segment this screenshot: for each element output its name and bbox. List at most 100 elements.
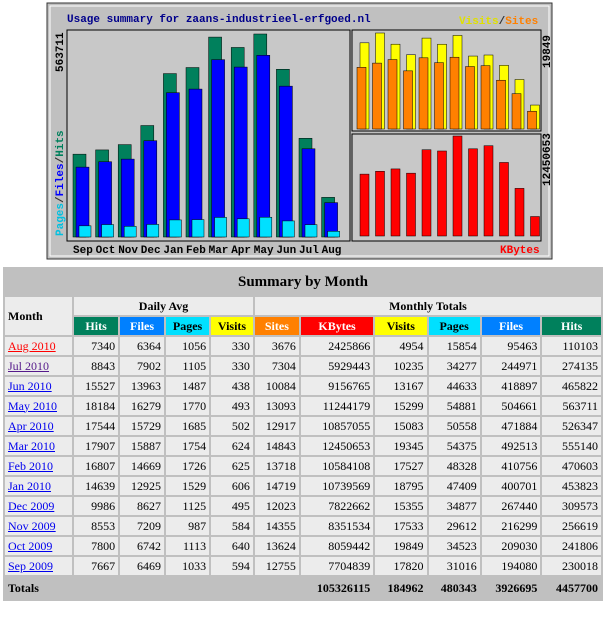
bar <box>483 145 494 237</box>
legend: KBytes <box>500 245 540 257</box>
cell: 10235 <box>375 357 427 375</box>
cell: 465822 <box>542 377 601 395</box>
cell: 555140 <box>542 437 601 455</box>
bar <box>188 88 203 238</box>
cell: 12917 <box>254 417 299 435</box>
column-header: Hits <box>542 317 601 335</box>
month-link[interactable]: Jan 2010 <box>8 478 51 493</box>
cell: 14669 <box>120 457 164 475</box>
cell: 594 <box>211 557 253 575</box>
row: Dec 2009 9986 8627 1125 495 12023 7822662 15355… <box>5 497 601 515</box>
month-link[interactable]: Oct 2009 <box>8 538 53 553</box>
legend: Visits/Sites <box>459 16 538 28</box>
header: Monthly Totals <box>254 297 601 315</box>
bar <box>496 79 506 130</box>
bar <box>418 57 429 130</box>
legend-text: Files <box>55 163 67 196</box>
cell: 17820 <box>375 557 427 575</box>
month-link[interactable]: Apr 2010 <box>8 418 54 433</box>
cell: 453823 <box>542 477 601 495</box>
cell: 6742 <box>120 537 164 555</box>
cell: 15299 <box>375 397 427 415</box>
cell: 267440 <box>481 497 541 515</box>
cell: 274135 <box>542 357 601 375</box>
cell: 1754 <box>166 437 210 455</box>
bar <box>301 148 316 238</box>
cell: 1033 <box>166 557 210 575</box>
cell: 400701 <box>481 477 541 495</box>
legend: 19849 <box>542 35 554 68</box>
month-link[interactable]: Nov 2009 <box>8 518 56 533</box>
bar <box>279 85 293 238</box>
cell: 244971 <box>481 357 541 375</box>
month-cell: Apr 2010 <box>5 417 73 435</box>
month-link[interactable]: Jul 2010 <box>8 358 50 373</box>
month-label: Oct <box>96 245 116 257</box>
bar <box>434 62 444 130</box>
cell: 1125 <box>166 497 210 515</box>
cell: 640 <box>211 537 253 555</box>
cell: 256619 <box>542 517 601 535</box>
bar <box>327 231 340 238</box>
cell: 13093 <box>254 397 299 415</box>
totals-label: Totals <box>5 577 299 599</box>
bar <box>387 59 398 130</box>
cell: 1113 <box>166 537 210 555</box>
month-label: Sep <box>73 245 93 257</box>
month-link[interactable]: Feb 2010 <box>8 458 53 473</box>
cell: 17907 <box>74 437 119 455</box>
cell: 493 <box>211 397 253 415</box>
column-header: KBytes <box>300 317 374 335</box>
cell: 2425866 <box>300 337 374 355</box>
month-label: Mar <box>209 245 229 257</box>
cell: 330 <box>211 357 253 375</box>
month-link[interactable]: May 2010 <box>8 398 57 413</box>
cell: 7800 <box>74 537 119 555</box>
cell: 504661 <box>481 397 541 415</box>
bar <box>530 216 540 237</box>
legend-text: 563711 <box>55 32 67 72</box>
row: Jun 2010 15527 13963 1487 438 10084 9156765 131… <box>5 377 601 395</box>
bar <box>282 220 295 238</box>
cell: 14355 <box>254 517 299 535</box>
cell: 34277 <box>428 357 480 375</box>
cell: 54881 <box>428 397 480 415</box>
month-cell: Jun 2010 <box>5 377 73 395</box>
cell: 34877 <box>428 497 480 515</box>
cell: 7902 <box>120 357 164 375</box>
cell: 47409 <box>428 477 480 495</box>
row: Apr 2010 17544 15729 1685 502 12917 10857055 15… <box>5 417 601 435</box>
cell: 606 <box>211 477 253 495</box>
month-link[interactable]: Dec 2009 <box>8 498 55 513</box>
cell: 15854 <box>428 337 480 355</box>
month-cell: Aug 2010 <box>5 337 73 355</box>
bar <box>511 93 522 130</box>
bar <box>468 148 478 237</box>
month-link[interactable]: Jun 2010 <box>8 378 52 393</box>
total: 4457700 <box>542 577 601 599</box>
month-cell: Oct 2009 <box>5 537 73 555</box>
month-link[interactable]: Sep 2009 <box>8 558 53 573</box>
legend-text: / <box>499 16 506 28</box>
cell: 470603 <box>542 457 601 475</box>
cell: 13718 <box>254 457 299 475</box>
cell: 625 <box>211 457 253 475</box>
cell: 110103 <box>542 337 601 355</box>
bar <box>406 172 416 237</box>
bar <box>465 66 475 130</box>
bar <box>211 59 225 238</box>
month-link[interactable]: Mar 2010 <box>8 438 55 453</box>
cell: 14719 <box>254 477 299 495</box>
month-cell: May 2010 <box>5 397 73 415</box>
legend-text: Pages <box>55 203 67 236</box>
cell: 17527 <box>375 457 427 475</box>
month-link[interactable]: Aug 2010 <box>8 338 56 353</box>
cell: 14639 <box>74 477 119 495</box>
bar <box>304 224 318 238</box>
header: Month <box>5 297 73 335</box>
month-label: Jan <box>163 245 183 257</box>
summary-table: Summary by Month Month Daily Avg Monthly… <box>3 267 603 601</box>
cell: 14843 <box>254 437 299 455</box>
cell: 309573 <box>542 497 601 515</box>
